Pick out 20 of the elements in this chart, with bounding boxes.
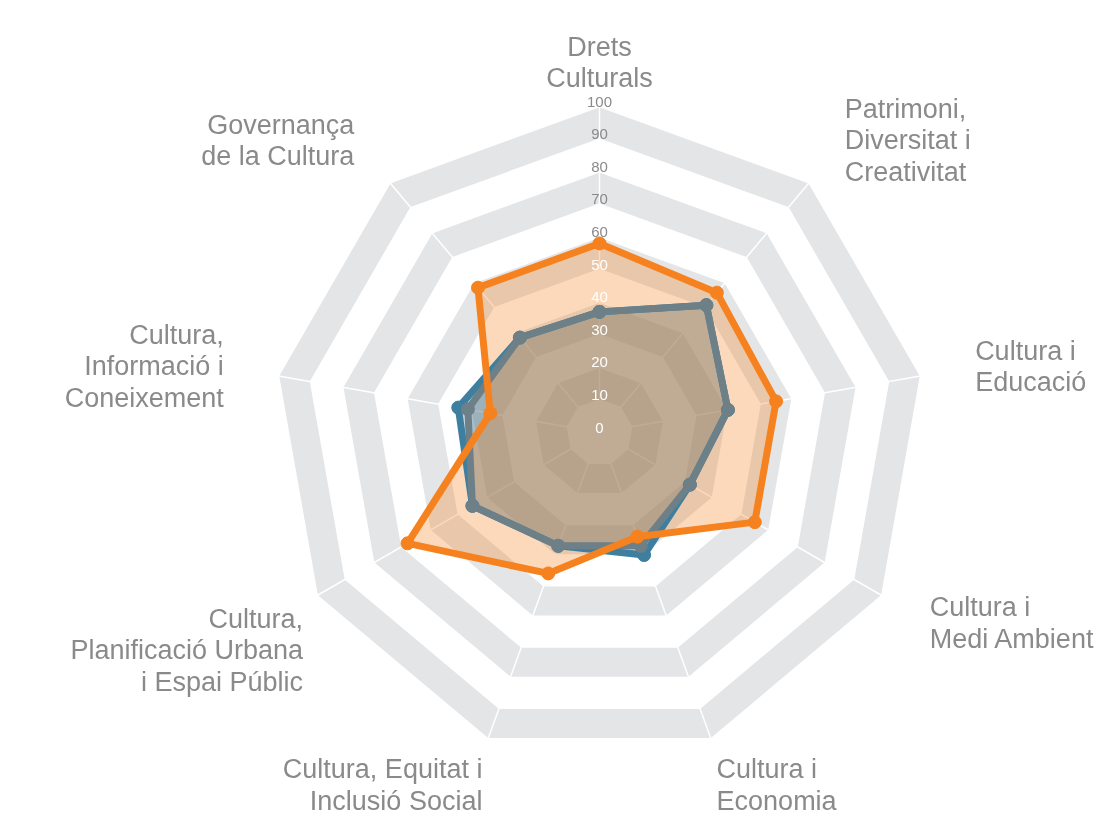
y-tick-label: 40 — [591, 288, 608, 306]
spoke-label: Cultura, Equitat i Inclusió Social — [282, 754, 483, 816]
spoke-label: Cultura i Economia — [716, 754, 838, 816]
spoke-label: Cultura, Planificació Urbana i Espai Públic — [70, 603, 305, 697]
y-tick-label: 60 — [591, 222, 608, 240]
spoke-label: Governança de la Cultura — [201, 109, 356, 172]
y-tick-label: 100 — [586, 92, 613, 110]
y-tick-label: 20 — [591, 353, 608, 371]
spoke-label: Patrimoni, Diversitat i Creativitat — [844, 93, 971, 187]
y-tick-label: 50 — [591, 255, 608, 273]
spoke-label: Cultura i Educació — [975, 335, 1087, 398]
y-tick-label: 70 — [591, 190, 608, 208]
y-tick-label: 10 — [591, 385, 608, 403]
spoke-label: Cultura i Medi Ambient — [929, 592, 1094, 654]
y-tick-label: 0 — [595, 418, 604, 436]
y-tick-label: 80 — [591, 157, 608, 175]
spoke-label: Cultura, Informació i Coneixement — [64, 319, 225, 413]
y-tick-label: 90 — [591, 125, 608, 143]
spoke-label: Drets Culturals — [546, 31, 653, 94]
y-tick-label: 30 — [591, 320, 608, 338]
